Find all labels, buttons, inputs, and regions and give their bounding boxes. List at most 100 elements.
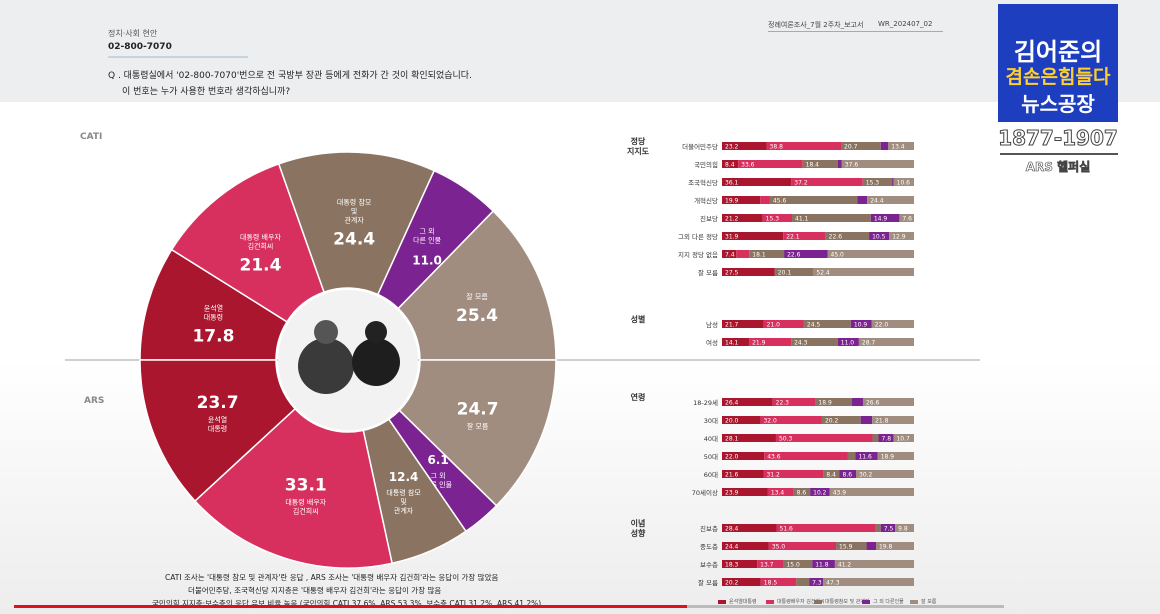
row-label: 60대 bbox=[704, 471, 718, 479]
bar-segment bbox=[803, 320, 851, 328]
bar-value: 15.3 bbox=[766, 216, 780, 223]
ars-label: ARS bbox=[84, 396, 105, 406]
group-label: 연령 bbox=[631, 392, 646, 402]
report-code: WR_202407_02 bbox=[878, 20, 933, 28]
bar-value: 45.0 bbox=[831, 252, 845, 259]
bar-value: 41.2 bbox=[838, 562, 852, 569]
bar-value: 10.6 bbox=[897, 180, 911, 187]
pie-1-value: 24.7 bbox=[457, 399, 499, 419]
bar-segment bbox=[878, 434, 894, 442]
row-label: 더불어민주당 bbox=[682, 142, 718, 151]
bar-value: 18.5 bbox=[764, 580, 778, 587]
bar-segment bbox=[738, 160, 803, 168]
bar-segment bbox=[825, 232, 870, 240]
bar-segment bbox=[875, 524, 881, 532]
bar-segment bbox=[888, 142, 914, 150]
bar-segment bbox=[766, 142, 842, 150]
bar-value: 43.6 bbox=[767, 454, 781, 461]
legend-swatch bbox=[862, 599, 870, 604]
bar-segment bbox=[722, 524, 777, 532]
bar-value: 20.2 bbox=[825, 418, 839, 425]
bar-segment bbox=[763, 320, 804, 328]
logo-text-1: 김어준의 bbox=[1013, 38, 1103, 66]
pie-0-label: 및 bbox=[351, 208, 357, 216]
pie-1-label: 그 외 bbox=[431, 471, 446, 480]
bar-value: 21.0 bbox=[767, 322, 781, 329]
bar-segment bbox=[722, 452, 765, 460]
bar-value: 9.8 bbox=[898, 526, 908, 533]
bar-segment bbox=[792, 214, 871, 222]
bar-segment bbox=[862, 398, 914, 406]
pie-1-label: 대통령 배우자 bbox=[285, 497, 326, 506]
legend-swatch bbox=[814, 599, 822, 604]
bar-value: 15.9 bbox=[839, 544, 853, 551]
bar-value: 30.2 bbox=[859, 472, 873, 479]
cati-label: CATI bbox=[80, 132, 103, 142]
bar-segment bbox=[749, 250, 785, 258]
logo-text-2: 겸손은힘들다 bbox=[1005, 66, 1111, 88]
bar-value: 31.2 bbox=[766, 472, 780, 479]
bar-value: 7.6 bbox=[902, 216, 912, 223]
pie-1-slice bbox=[193, 407, 393, 569]
bar-segment bbox=[877, 452, 914, 460]
bar-segment bbox=[837, 160, 842, 168]
bar-segment bbox=[823, 470, 840, 478]
bar-value: 8.6 bbox=[843, 472, 853, 479]
bar-segment bbox=[823, 578, 914, 586]
bar-segment bbox=[847, 452, 856, 460]
row-label: 국민의힘 bbox=[694, 160, 718, 169]
bar-segment bbox=[809, 578, 824, 586]
bar-segment bbox=[736, 250, 750, 258]
bar-segment bbox=[722, 250, 737, 258]
bar-segment bbox=[855, 452, 878, 460]
bar-value: 20.7 bbox=[844, 144, 858, 151]
bar-value: 15.3 bbox=[866, 180, 880, 187]
bar-segment bbox=[862, 178, 893, 186]
bar-segment bbox=[815, 398, 852, 406]
pie-1-label: 대통령 참모 bbox=[386, 489, 421, 497]
bar-segment bbox=[860, 416, 873, 424]
ars-phone-number: 1877-1907 bbox=[998, 126, 1119, 151]
bar-value: 11.0 bbox=[841, 340, 855, 347]
bar-value: 21.7 bbox=[725, 322, 739, 329]
bar-segment bbox=[775, 434, 873, 442]
bar-value: 24.3 bbox=[794, 340, 808, 347]
pie-0-value: 24.4 bbox=[333, 230, 375, 250]
bar-segment bbox=[760, 578, 797, 586]
bar-segment bbox=[722, 142, 767, 150]
ars-subtitle: ARS 헬퍼실 bbox=[1025, 160, 1091, 175]
row-label: 진보당 bbox=[700, 214, 718, 223]
legend-item: 잘 모름 bbox=[910, 598, 936, 605]
bar-value: 13.7 bbox=[760, 562, 774, 569]
bar-value: 12.9 bbox=[892, 234, 906, 241]
bar-segment bbox=[722, 178, 792, 186]
bar-segment bbox=[767, 488, 794, 496]
bar-segment bbox=[796, 578, 810, 586]
legend-swatch bbox=[910, 599, 918, 604]
pie-0-label: 대통령 bbox=[204, 313, 223, 321]
bar-segment bbox=[722, 560, 758, 568]
row-label: 조국혁신당 bbox=[688, 178, 718, 187]
bar-value: 11.6 bbox=[858, 454, 872, 461]
bar-segment bbox=[870, 214, 900, 222]
group-label: 성향 bbox=[631, 528, 646, 538]
legend-item: 대통령배우자 김건희씨 bbox=[766, 598, 825, 605]
pie-1-label: 윤석열 bbox=[208, 415, 227, 424]
bar-value: 8.4 bbox=[725, 162, 735, 169]
photo-figure-2 bbox=[352, 338, 400, 386]
bar-value: 23.9 bbox=[725, 490, 739, 497]
bar-value: 28.1 bbox=[725, 436, 739, 443]
pie-0-label: 그 외 bbox=[420, 226, 435, 235]
legend-swatch bbox=[718, 599, 726, 604]
row-label: 여성 bbox=[706, 338, 718, 347]
bar-value: 11.8 bbox=[815, 562, 829, 569]
bar-value: 7.4 bbox=[725, 252, 735, 259]
header-band bbox=[0, 0, 1160, 102]
row-label: 지지 정당 없음 bbox=[678, 250, 718, 259]
bar-segment bbox=[774, 268, 814, 276]
video-progress-fill bbox=[14, 605, 688, 608]
bar-segment bbox=[869, 232, 890, 240]
pie-1-value: 23.7 bbox=[197, 393, 239, 413]
bar-segment bbox=[893, 434, 914, 442]
bar-value: 18.3 bbox=[725, 562, 739, 569]
